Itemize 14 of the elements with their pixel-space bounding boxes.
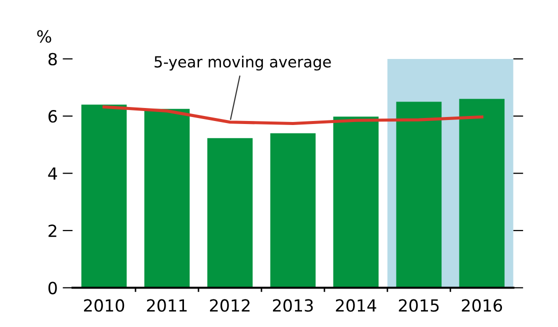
x-tick-label: 2014: [336, 299, 376, 312]
y-tick-label: 4: [48, 167, 58, 180]
x-tick-label: 2011: [147, 299, 187, 312]
x-tick-label: 2010: [84, 299, 124, 312]
x-tick-label: 2012: [210, 299, 250, 312]
y-tick-label: 8: [48, 52, 57, 66]
x-tick-label: 2016: [462, 299, 502, 312]
x-tick-label: 2013: [272, 299, 313, 312]
annotation: 5-year moving average: [154, 56, 331, 71]
x-tick-label: 2015: [398, 299, 439, 312]
y-axis-title: %: [37, 30, 52, 43]
y-tick-label: 2: [48, 224, 56, 237]
y-tick-label: 6: [48, 110, 57, 123]
y-tick-label: 0: [48, 282, 57, 294]
